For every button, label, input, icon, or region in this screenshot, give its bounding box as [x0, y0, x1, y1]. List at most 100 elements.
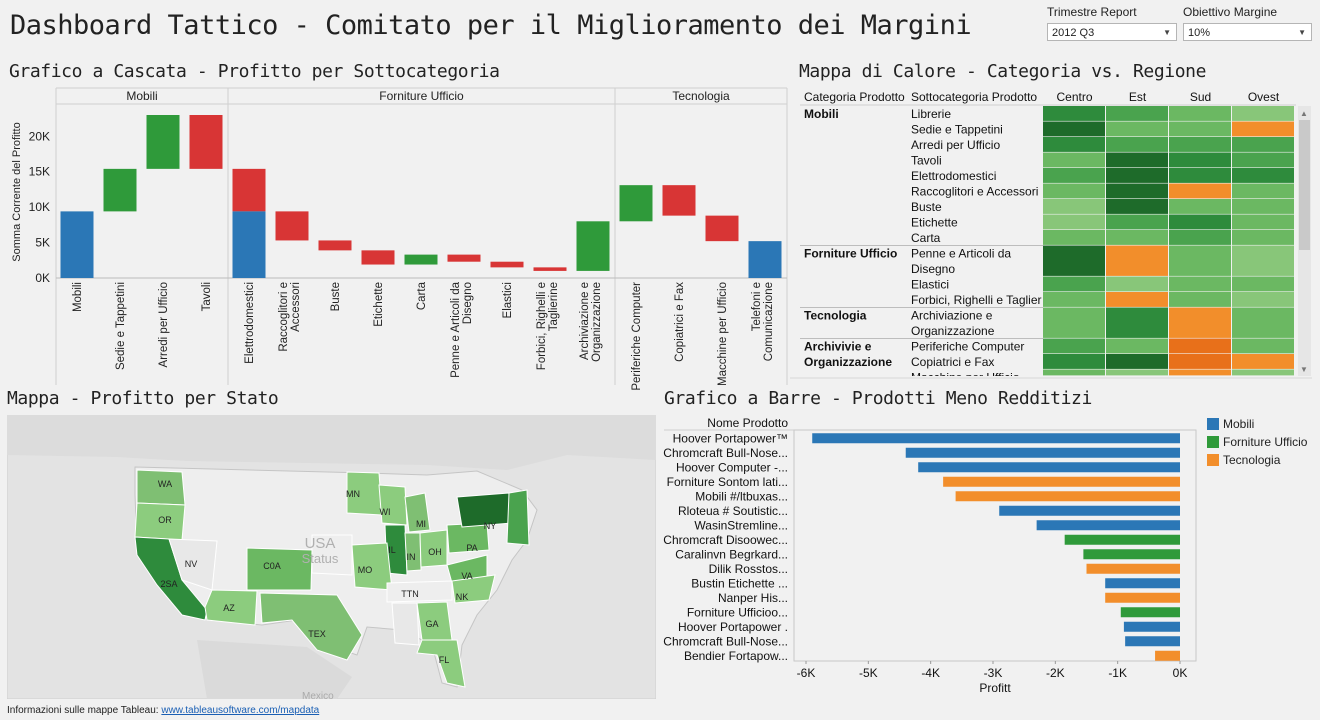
waterfall-bar — [232, 168, 266, 212]
heatmap-cell — [1106, 152, 1168, 168]
heatmap-cell — [1169, 152, 1231, 168]
heatmap-cell — [1043, 230, 1105, 245]
heatmap-subcategory-label: Copiatrici e Fax — [911, 355, 994, 369]
legend-label: Tecnologia — [1223, 453, 1281, 467]
state-ne — [311, 534, 353, 576]
x-category-label: Sedie e Tappetini — [115, 282, 127, 370]
state-label: MO — [358, 565, 373, 575]
heatmap-cell — [1169, 307, 1231, 338]
x-axis-label: Profitt — [979, 681, 1011, 695]
state-label: IL — [388, 545, 396, 555]
heatmap-subcategory-label: Disegno — [911, 262, 955, 276]
x-category-label: Macchine per Ufficio — [717, 282, 729, 386]
x-category-label: Arredi per Ufficio — [158, 282, 170, 367]
state-label: NV — [185, 559, 198, 569]
heatmap-cell — [1169, 168, 1231, 183]
profit-bar — [1155, 650, 1180, 661]
heatmap-cell — [1232, 307, 1294, 338]
heatmap-cell — [1043, 168, 1105, 183]
x-category-label: Carta — [416, 281, 428, 310]
legend-item-tecnologia[interactable]: Tecnologia — [1207, 453, 1280, 467]
heatmap-subcategory-label: Organizzazione — [911, 324, 995, 338]
legend-item-forniture[interactable]: Forniture Ufficio — [1207, 435, 1307, 449]
heatmap-cell — [1232, 369, 1294, 376]
x-category-label: Penne e Articoli da — [450, 281, 462, 378]
state-label: NY — [484, 521, 497, 531]
state-label: WA — [158, 479, 172, 489]
legend-label: Forniture Ufficio — [1223, 435, 1308, 449]
state-in — [404, 532, 422, 572]
heatmap-cell — [1043, 152, 1105, 168]
x-category-label: Etichette — [373, 282, 385, 327]
chevron-down-icon: ▼ — [1298, 28, 1306, 37]
profit-bar — [943, 476, 1180, 487]
product-label: Mobili #/ltbuxas... — [695, 489, 788, 503]
heatmap-cell — [1043, 199, 1105, 214]
heatmap-cell — [1106, 245, 1168, 276]
product-label: WasinStremline... — [694, 518, 788, 532]
waterfall-bar — [404, 254, 438, 265]
heatmap-subcategory-label: Tavoli — [911, 154, 942, 168]
heatmap-cell — [1106, 137, 1168, 152]
heatmap-cell — [1232, 245, 1294, 276]
margin-target-dropdown[interactable]: 10% ▼ — [1183, 23, 1312, 41]
heatmap-cell — [1106, 276, 1168, 292]
x-tick-label: -6K — [797, 666, 816, 680]
y-tick-label: 15K — [29, 165, 50, 179]
product-label: Hoover Portapower™ — [673, 431, 788, 445]
profit-bar — [955, 491, 1180, 502]
heatmap-subcategory-label: Etichette — [911, 216, 958, 230]
heatmap-cell — [1169, 106, 1231, 121]
quarter-filter-label: Trimestre Report — [1047, 5, 1137, 19]
x-category-label: Organizzazione — [591, 282, 603, 362]
product-label: Rloteua # Soutistic... — [678, 504, 788, 518]
x-category-label: Comunicazione — [763, 282, 775, 361]
heatmap-cell — [1232, 338, 1294, 354]
heatmap-cell — [1106, 307, 1168, 338]
heatmap-header: Categoria Prodotto — [804, 90, 905, 104]
profit-bar — [812, 433, 1180, 444]
heatmap-cell — [1232, 276, 1294, 292]
legend-swatch — [1207, 454, 1219, 466]
heatmap-subcategory-label: Sedie e Tappetini — [911, 123, 1003, 137]
heatmap-cell — [1106, 354, 1168, 369]
heatmap-subcategory-label: Elastici — [911, 278, 949, 292]
state-ne-states — [506, 489, 530, 546]
waterfall-bar — [662, 185, 696, 216]
x-category-label: Copiatrici e Fax — [674, 282, 686, 362]
waterfall-bar — [576, 221, 610, 271]
heatmap-cell — [1232, 168, 1294, 183]
heatmap-scrollbar-thumb — [1299, 120, 1310, 250]
state-label: GA — [425, 619, 438, 629]
x-category-label: Accessori — [290, 282, 302, 332]
profit-bar — [1036, 520, 1180, 531]
profit-bar — [1064, 534, 1180, 545]
heatmap-header: Centro — [1056, 90, 1092, 104]
heatmap-header: Est — [1129, 90, 1147, 104]
state-nc — [451, 574, 496, 604]
plot-frame — [793, 429, 1197, 662]
x-category-label: Buste — [330, 282, 342, 311]
waterfall-bar — [748, 241, 782, 278]
heatmap-subcategory-label: Forbici, Righelli e Taglier — [911, 293, 1042, 307]
legend-item-mobili[interactable]: Mobili — [1207, 417, 1254, 431]
state-tx — [259, 592, 363, 661]
scroll-up-icon: ▲ — [1300, 109, 1308, 118]
profit-bar — [1125, 636, 1180, 647]
product-label: Hoover Portapower . — [678, 620, 788, 634]
heatmap-cell — [1169, 354, 1231, 369]
quarter-dropdown[interactable]: 2012 Q3 ▼ — [1047, 23, 1177, 41]
heatmap-subcategory-label: Raccoglitori e Accessori — [911, 185, 1038, 199]
y-axis-label: Somma Corrente del Profitto — [11, 122, 23, 261]
heatmap-cell — [1106, 369, 1168, 376]
x-tick-label: -1K — [1108, 666, 1127, 680]
heatmap-cell — [1232, 137, 1294, 152]
waterfall-bar — [619, 185, 653, 222]
x-category-label: Telefoni e — [751, 282, 763, 331]
state-wi — [378, 484, 408, 526]
map-data-link[interactable]: www.tableausoftware.com/mapdata — [161, 705, 320, 716]
heatmap-subcategory-label: Librerie — [911, 107, 951, 121]
heatmap-cell — [1043, 137, 1105, 152]
waterfall-chart: Mobili Forniture Ufficio Tecnologia 0K 5K 10K… — [11, 87, 788, 390]
